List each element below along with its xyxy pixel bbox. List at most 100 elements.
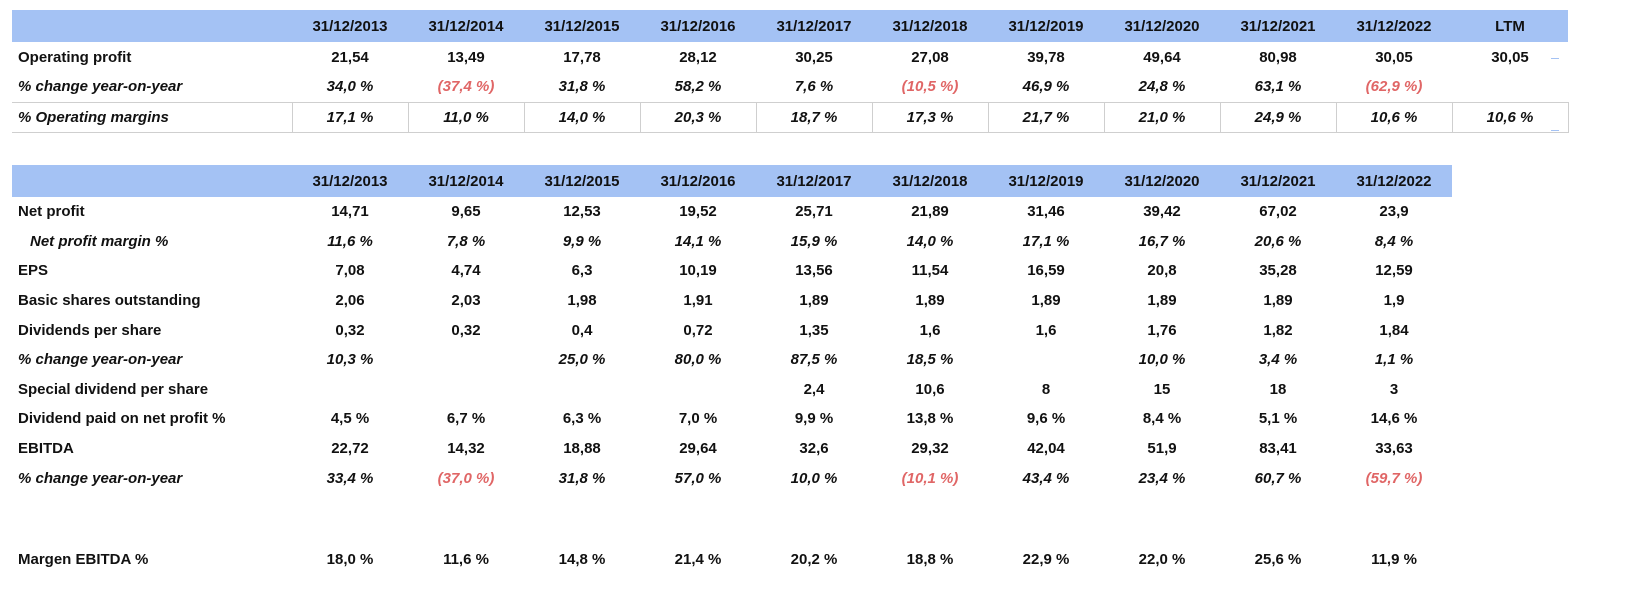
value-cell: 3 — [1389, 380, 1399, 398]
value-cell: 11,6 % — [443, 551, 489, 569]
value-cell: 0,72 — [683, 321, 713, 339]
row-label: % change year-on-year — [18, 469, 183, 487]
value-cell: 10,3 % — [326, 351, 374, 369]
value-cell: 31,46 — [1027, 203, 1065, 221]
value-cell: 14,6 % — [1370, 410, 1418, 428]
value-cell: 6,3 % — [562, 410, 602, 428]
value-cell: 15,9 % — [790, 232, 838, 250]
table-row: Net profit margin % 11,6 % 7,8 % 9,9 % 14,1 … — [12, 227, 1452, 257]
value-cell: 39,78 — [1027, 48, 1065, 66]
column-header: 31/12/2022 — [1336, 165, 1452, 197]
value-cell: 20,6 % — [1254, 232, 1302, 250]
value-cell: 24,8 % — [1138, 78, 1186, 96]
value-cell: 1,9 — [1383, 292, 1405, 310]
value-cell: 6,7 % — [446, 410, 486, 428]
value-cell: 18,5 % — [906, 351, 954, 369]
value-cell: 17,3 % — [872, 101, 989, 133]
net-profit-table: 31/12/2013 31/12/2014 31/12/2015 31/12/2016… — [12, 165, 1452, 575]
row-label: Net profit — [18, 203, 85, 221]
value-cell: 27,08 — [911, 48, 949, 66]
column-header: 31/12/2014 — [408, 165, 524, 197]
value-cell: 25,6 % — [1254, 551, 1302, 569]
value-cell: 12,53 — [563, 203, 601, 221]
value-cell: 1,89 — [799, 292, 829, 310]
value-cell: 16,7 % — [1138, 232, 1186, 250]
column-header: 31/12/2020 — [1104, 10, 1220, 42]
value-cell: 11,0 % — [408, 101, 525, 133]
value-cell: 7,08 — [335, 262, 365, 280]
row-label: Dividend paid on net profit % — [18, 410, 226, 428]
value-cell: 18,88 — [563, 440, 601, 458]
value-cell: 46,9 % — [1022, 78, 1070, 96]
value-cell: 15 — [1153, 380, 1171, 398]
table-row: Margen EBITDA % 18,0 % 11,6 % 14,8 % 21,4 % 2… — [12, 545, 1452, 575]
value-cell: 16,59 — [1027, 262, 1065, 280]
value-cell: 5,1 % — [1258, 410, 1298, 428]
value-cell: 12,59 — [1375, 262, 1413, 280]
value-cell: 10,6 % — [1336, 101, 1453, 133]
operating-profit-table: 31/12/2013 31/12/2014 31/12/2015 31/12/2016… — [12, 10, 1569, 133]
row-label: Margen EBITDA % — [18, 551, 149, 569]
column-header: 31/12/2013 — [292, 165, 408, 197]
column-header: 31/12/2016 — [640, 10, 756, 42]
value-cell: 1,76 — [1147, 321, 1177, 339]
row-edge-line — [1551, 130, 1559, 131]
value-cell: 18,8 % — [906, 551, 954, 569]
column-header: 31/12/2015 — [524, 165, 640, 197]
value-cell: 14,71 — [331, 203, 369, 221]
value-cell: 25,71 — [795, 203, 833, 221]
column-header: 31/12/2020 — [1104, 165, 1220, 197]
table-row: % change year-on-year 10,3 % 25,0 % 80,0 % 8… — [12, 345, 1452, 375]
value-cell: 22,72 — [331, 440, 369, 458]
value-cell: 80,98 — [1259, 48, 1297, 66]
value-cell: 30,05 — [1491, 48, 1529, 66]
value-cell: 21,0 % — [1104, 101, 1221, 133]
value-cell: 25,0 % — [558, 351, 606, 369]
value-cell: 29,64 — [679, 440, 717, 458]
value-cell: 23,4 % — [1138, 469, 1186, 487]
value-cell: 1,98 — [567, 292, 597, 310]
value-cell: (62,9 %) — [1365, 78, 1423, 96]
value-cell: 30,05 — [1375, 48, 1413, 66]
value-cell: 21,4 % — [674, 551, 722, 569]
value-cell: 31,8 % — [558, 78, 606, 96]
value-cell: 20,2 % — [790, 551, 838, 569]
table-row: % change year-on-year 34,0 % (37,4 %) 31,8 … — [12, 72, 1568, 102]
value-cell: 8,4 % — [1374, 232, 1414, 250]
header-label-cell — [12, 10, 292, 42]
value-cell: 1,89 — [1263, 292, 1293, 310]
value-cell: 1,6 — [919, 321, 941, 339]
value-cell: 4,5 % — [330, 410, 370, 428]
value-cell: 20,8 — [1147, 262, 1177, 280]
value-cell: 21,7 % — [988, 101, 1105, 133]
value-cell: 57,0 % — [674, 469, 722, 487]
table-row: EBITDA 22,72 14,32 18,88 29,64 32,6 29,32 42,04… — [12, 434, 1452, 464]
value-cell: 2,4 — [803, 380, 825, 398]
column-header: 31/12/2017 — [756, 165, 872, 197]
value-cell: 10,6 % — [1452, 101, 1569, 133]
column-header: 31/12/2015 — [524, 10, 640, 42]
value-cell: 10,6 — [915, 380, 945, 398]
value-cell: 14,8 % — [558, 551, 606, 569]
value-cell: 9,9 % — [562, 232, 602, 250]
row-label: Basic shares outstanding — [18, 292, 201, 310]
value-cell — [1452, 72, 1568, 102]
row-label: EPS — [18, 262, 49, 280]
value-cell: 51,9 — [1147, 440, 1177, 458]
column-header: 31/12/2013 — [292, 10, 408, 42]
value-cell: 17,78 — [563, 48, 601, 66]
value-cell: 21,54 — [331, 48, 369, 66]
value-cell — [988, 345, 1104, 375]
value-cell: 1,89 — [1147, 292, 1177, 310]
value-cell: 9,6 % — [1026, 410, 1066, 428]
value-cell: 43,4 % — [1022, 469, 1070, 487]
value-cell: 14,1 % — [674, 232, 722, 250]
spacer-row — [12, 493, 1452, 545]
table-row: % change year-on-year 33,4 % (37,0 %) 31,8 … — [12, 463, 1452, 493]
row-label: Dividends per share — [18, 321, 162, 339]
value-cell: 10,0 % — [790, 469, 838, 487]
value-cell: 22,9 % — [1022, 551, 1070, 569]
row-label: % change year-on-year — [18, 78, 183, 96]
value-cell: 24,9 % — [1220, 101, 1337, 133]
value-cell: 22,0 % — [1138, 551, 1186, 569]
